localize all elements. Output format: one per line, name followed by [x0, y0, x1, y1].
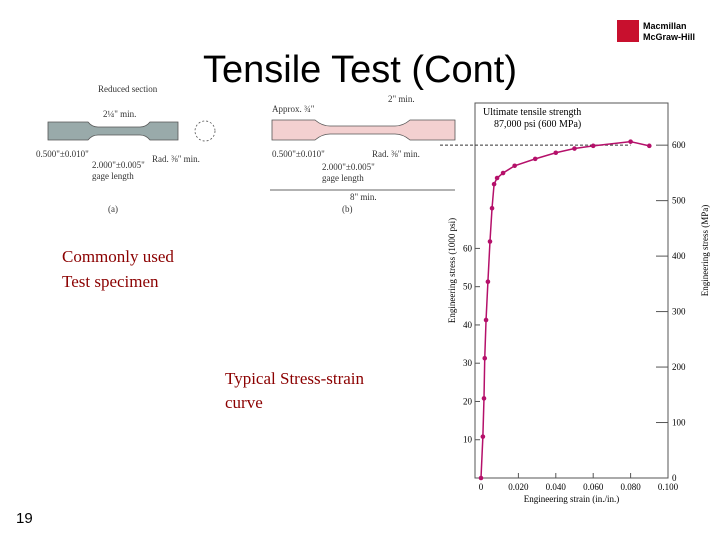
y-axis-title: Engineering stress (1000 psi): [447, 218, 457, 323]
caption: Test specimen: [62, 272, 159, 291]
point: [480, 434, 486, 439]
point: [628, 139, 633, 144]
y-tick-label: 60: [463, 243, 473, 253]
specimen-label: gage length: [92, 171, 134, 181]
point: [487, 239, 493, 244]
specimen-label: Rad. ⅜" min.: [152, 154, 200, 164]
specimen-label: gage length: [322, 173, 364, 183]
y2-tick-label: 200: [672, 362, 686, 372]
point: [647, 143, 652, 149]
specimen-label: 2¼" min.: [103, 109, 136, 119]
point: [489, 205, 495, 211]
x-tick-label: 0.100: [658, 482, 679, 492]
point: [491, 181, 497, 187]
specimen-label: 0.500"±0.010": [36, 149, 89, 159]
plot-frame: [474, 102, 669, 479]
specimen-label: 2" min.: [388, 94, 415, 104]
caption: Commonly used: [62, 247, 174, 266]
x-tick-label: 0.020: [508, 482, 529, 492]
x-axis-title: Engineering strain (in./in.): [524, 494, 619, 504]
y-tick-label: 10: [463, 435, 473, 445]
specimen-a: [47, 120, 216, 142]
specimen-label: (b): [342, 204, 353, 214]
point: [512, 163, 517, 169]
specimen-b: [270, 119, 456, 191]
x-tick-label: 0.080: [620, 482, 641, 492]
point: [483, 317, 489, 323]
specimen-label: 8" min.: [350, 192, 377, 202]
point: [500, 170, 506, 176]
point: [485, 279, 491, 284]
point: [478, 475, 484, 481]
slide-title: Tensile Test (Cont): [203, 49, 517, 91]
y2-tick-label: 500: [672, 196, 686, 206]
x-tick-label: 0: [479, 482, 484, 492]
caption: curve: [225, 393, 263, 412]
y2-tick-label: 100: [672, 418, 686, 428]
line: [480, 140, 650, 479]
x-tick-label: 0.060: [583, 482, 604, 492]
specimen-label: Rad. ⅜" min.: [372, 149, 420, 159]
point: [553, 150, 559, 156]
point: [481, 396, 487, 401]
y-tick-label: 30: [463, 358, 473, 368]
specimen-label: 0.500"±0.010": [272, 149, 325, 159]
specimen-label: 2.000"±0.005": [322, 162, 375, 172]
specimen-label: (a): [108, 204, 118, 214]
x-tick-label: 0.040: [546, 482, 567, 492]
logo-text: Macmillan: [643, 21, 687, 31]
point: [482, 355, 488, 361]
y2-tick-label: 400: [672, 251, 686, 261]
point: [494, 175, 500, 181]
y-tick-label: 50: [463, 282, 473, 292]
specimen-label: Approx. ¾": [272, 104, 315, 114]
specimen-label: 2.000"±0.005": [92, 160, 145, 170]
y2-tick-label: 300: [672, 307, 686, 317]
point: [590, 143, 596, 149]
y2-tick-label: 0: [672, 473, 677, 483]
annotation: 87,000 psi (600 MPa): [494, 119, 581, 130]
specimen-label: Reduced section: [98, 84, 158, 94]
y2-tick-label: 600: [672, 140, 686, 150]
point: [572, 146, 577, 151]
y2-axis-title: Engineering stress (MPa): [700, 205, 710, 296]
y-tick-label: 40: [463, 320, 473, 330]
annotation: Ultimate tensile strength: [483, 107, 581, 118]
logo-text: McGraw-Hill: [643, 32, 695, 42]
y-tick-label: 20: [463, 396, 473, 406]
caption: Typical Stress-strain: [225, 369, 365, 388]
point: [532, 156, 538, 162]
logo-mark: [617, 20, 639, 42]
page-number: 19: [16, 510, 33, 527]
